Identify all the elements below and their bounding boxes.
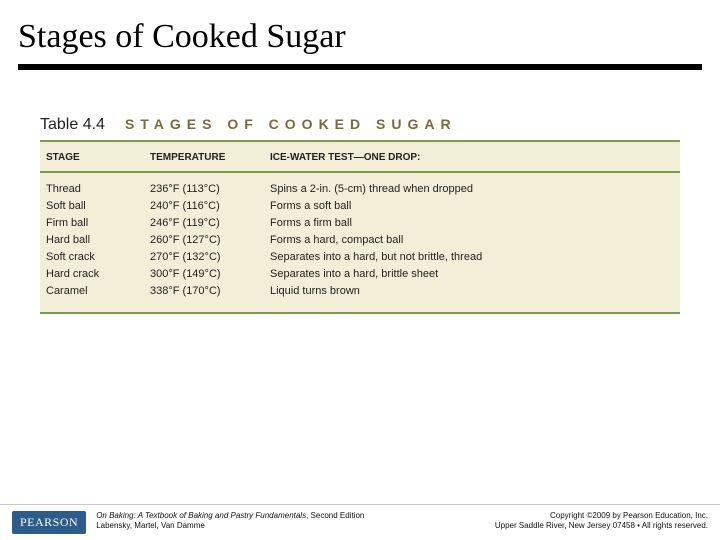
cell-stage: Firm ball xyxy=(40,215,150,232)
table-row: Soft ball 240°F (116°C) Forms a soft bal… xyxy=(40,198,680,215)
cell-test: Separates into a hard, brittle sheet xyxy=(270,266,680,283)
footer-left: PEARSON On Baking: A Textbook of Baking … xyxy=(12,511,364,534)
cell-stage: Caramel xyxy=(40,283,150,300)
publisher-address: Upper Saddle River, New Jersey 07458 • A… xyxy=(495,521,708,530)
table-row: Hard crack 300°F (149°C) Separates into … xyxy=(40,266,680,283)
table-body: Thread 236°F (113°C) Spins a 2-in. (5-cm… xyxy=(40,173,680,314)
column-header-stage: STAGE xyxy=(40,152,150,163)
cell-temp: 338°F (170°C) xyxy=(150,283,270,300)
table-title: STAGES OF COOKED SUGAR xyxy=(125,116,457,132)
cell-stage: Soft crack xyxy=(40,249,150,266)
column-header-test: ICE-WATER TEST—ONE DROP: xyxy=(270,152,680,163)
cell-temp: 240°F (116°C) xyxy=(150,198,270,215)
table-row: Thread 236°F (113°C) Spins a 2-in. (5-cm… xyxy=(40,181,680,198)
cell-test: Separates into a hard, but not brittle, … xyxy=(270,249,680,266)
column-header-temperature: TEMPERATURE xyxy=(150,152,270,163)
pearson-logo: PEARSON xyxy=(12,511,86,534)
book-title: On Baking: A Textbook of Baking and Past… xyxy=(96,511,306,520)
cell-temp: 246°F (119°C) xyxy=(150,215,270,232)
slide-footer: PEARSON On Baking: A Textbook of Baking … xyxy=(0,504,720,534)
cell-test: Liquid turns brown xyxy=(270,283,680,300)
page-title: Stages of Cooked Sugar xyxy=(0,0,720,64)
cell-stage: Soft ball xyxy=(40,198,150,215)
book-citation: On Baking: A Textbook of Baking and Past… xyxy=(96,511,364,532)
cell-stage: Thread xyxy=(40,181,150,198)
cell-test: Spins a 2-in. (5-cm) thread when dropped xyxy=(270,181,680,198)
cell-stage: Hard crack xyxy=(40,266,150,283)
table-row: Soft crack 270°F (132°C) Separates into … xyxy=(40,249,680,266)
book-authors: Labensky, Martel, Van Damme xyxy=(96,521,205,530)
title-divider xyxy=(18,64,702,70)
table-number: Table 4.4 xyxy=(40,116,105,134)
cell-temp: 236°F (113°C) xyxy=(150,181,270,198)
cell-temp: 270°F (132°C) xyxy=(150,249,270,266)
cell-stage: Hard ball xyxy=(40,232,150,249)
table-row: Firm ball 246°F (119°C) Forms a firm bal… xyxy=(40,215,680,232)
sugar-stages-table: Table 4.4 STAGES OF COOKED SUGAR STAGE T… xyxy=(40,116,680,314)
cell-test: Forms a firm ball xyxy=(270,215,680,232)
table-row: Hard ball 260°F (127°C) Forms a hard, co… xyxy=(40,232,680,249)
cell-temp: 260°F (127°C) xyxy=(150,232,270,249)
table-caption: Table 4.4 STAGES OF COOKED SUGAR xyxy=(40,116,680,142)
footer-right: Copyright ©2009 by Pearson Education, In… xyxy=(495,511,708,532)
table-row: Caramel 338°F (170°C) Liquid turns brown xyxy=(40,283,680,300)
cell-test: Forms a hard, compact ball xyxy=(270,232,680,249)
cell-temp: 300°F (149°C) xyxy=(150,266,270,283)
cell-test: Forms a soft ball xyxy=(270,198,680,215)
book-edition: , Second Edition xyxy=(306,511,364,520)
copyright-line: Copyright ©2009 by Pearson Education, In… xyxy=(550,511,708,520)
table-header-row: STAGE TEMPERATURE ICE-WATER TEST—ONE DRO… xyxy=(40,142,680,173)
